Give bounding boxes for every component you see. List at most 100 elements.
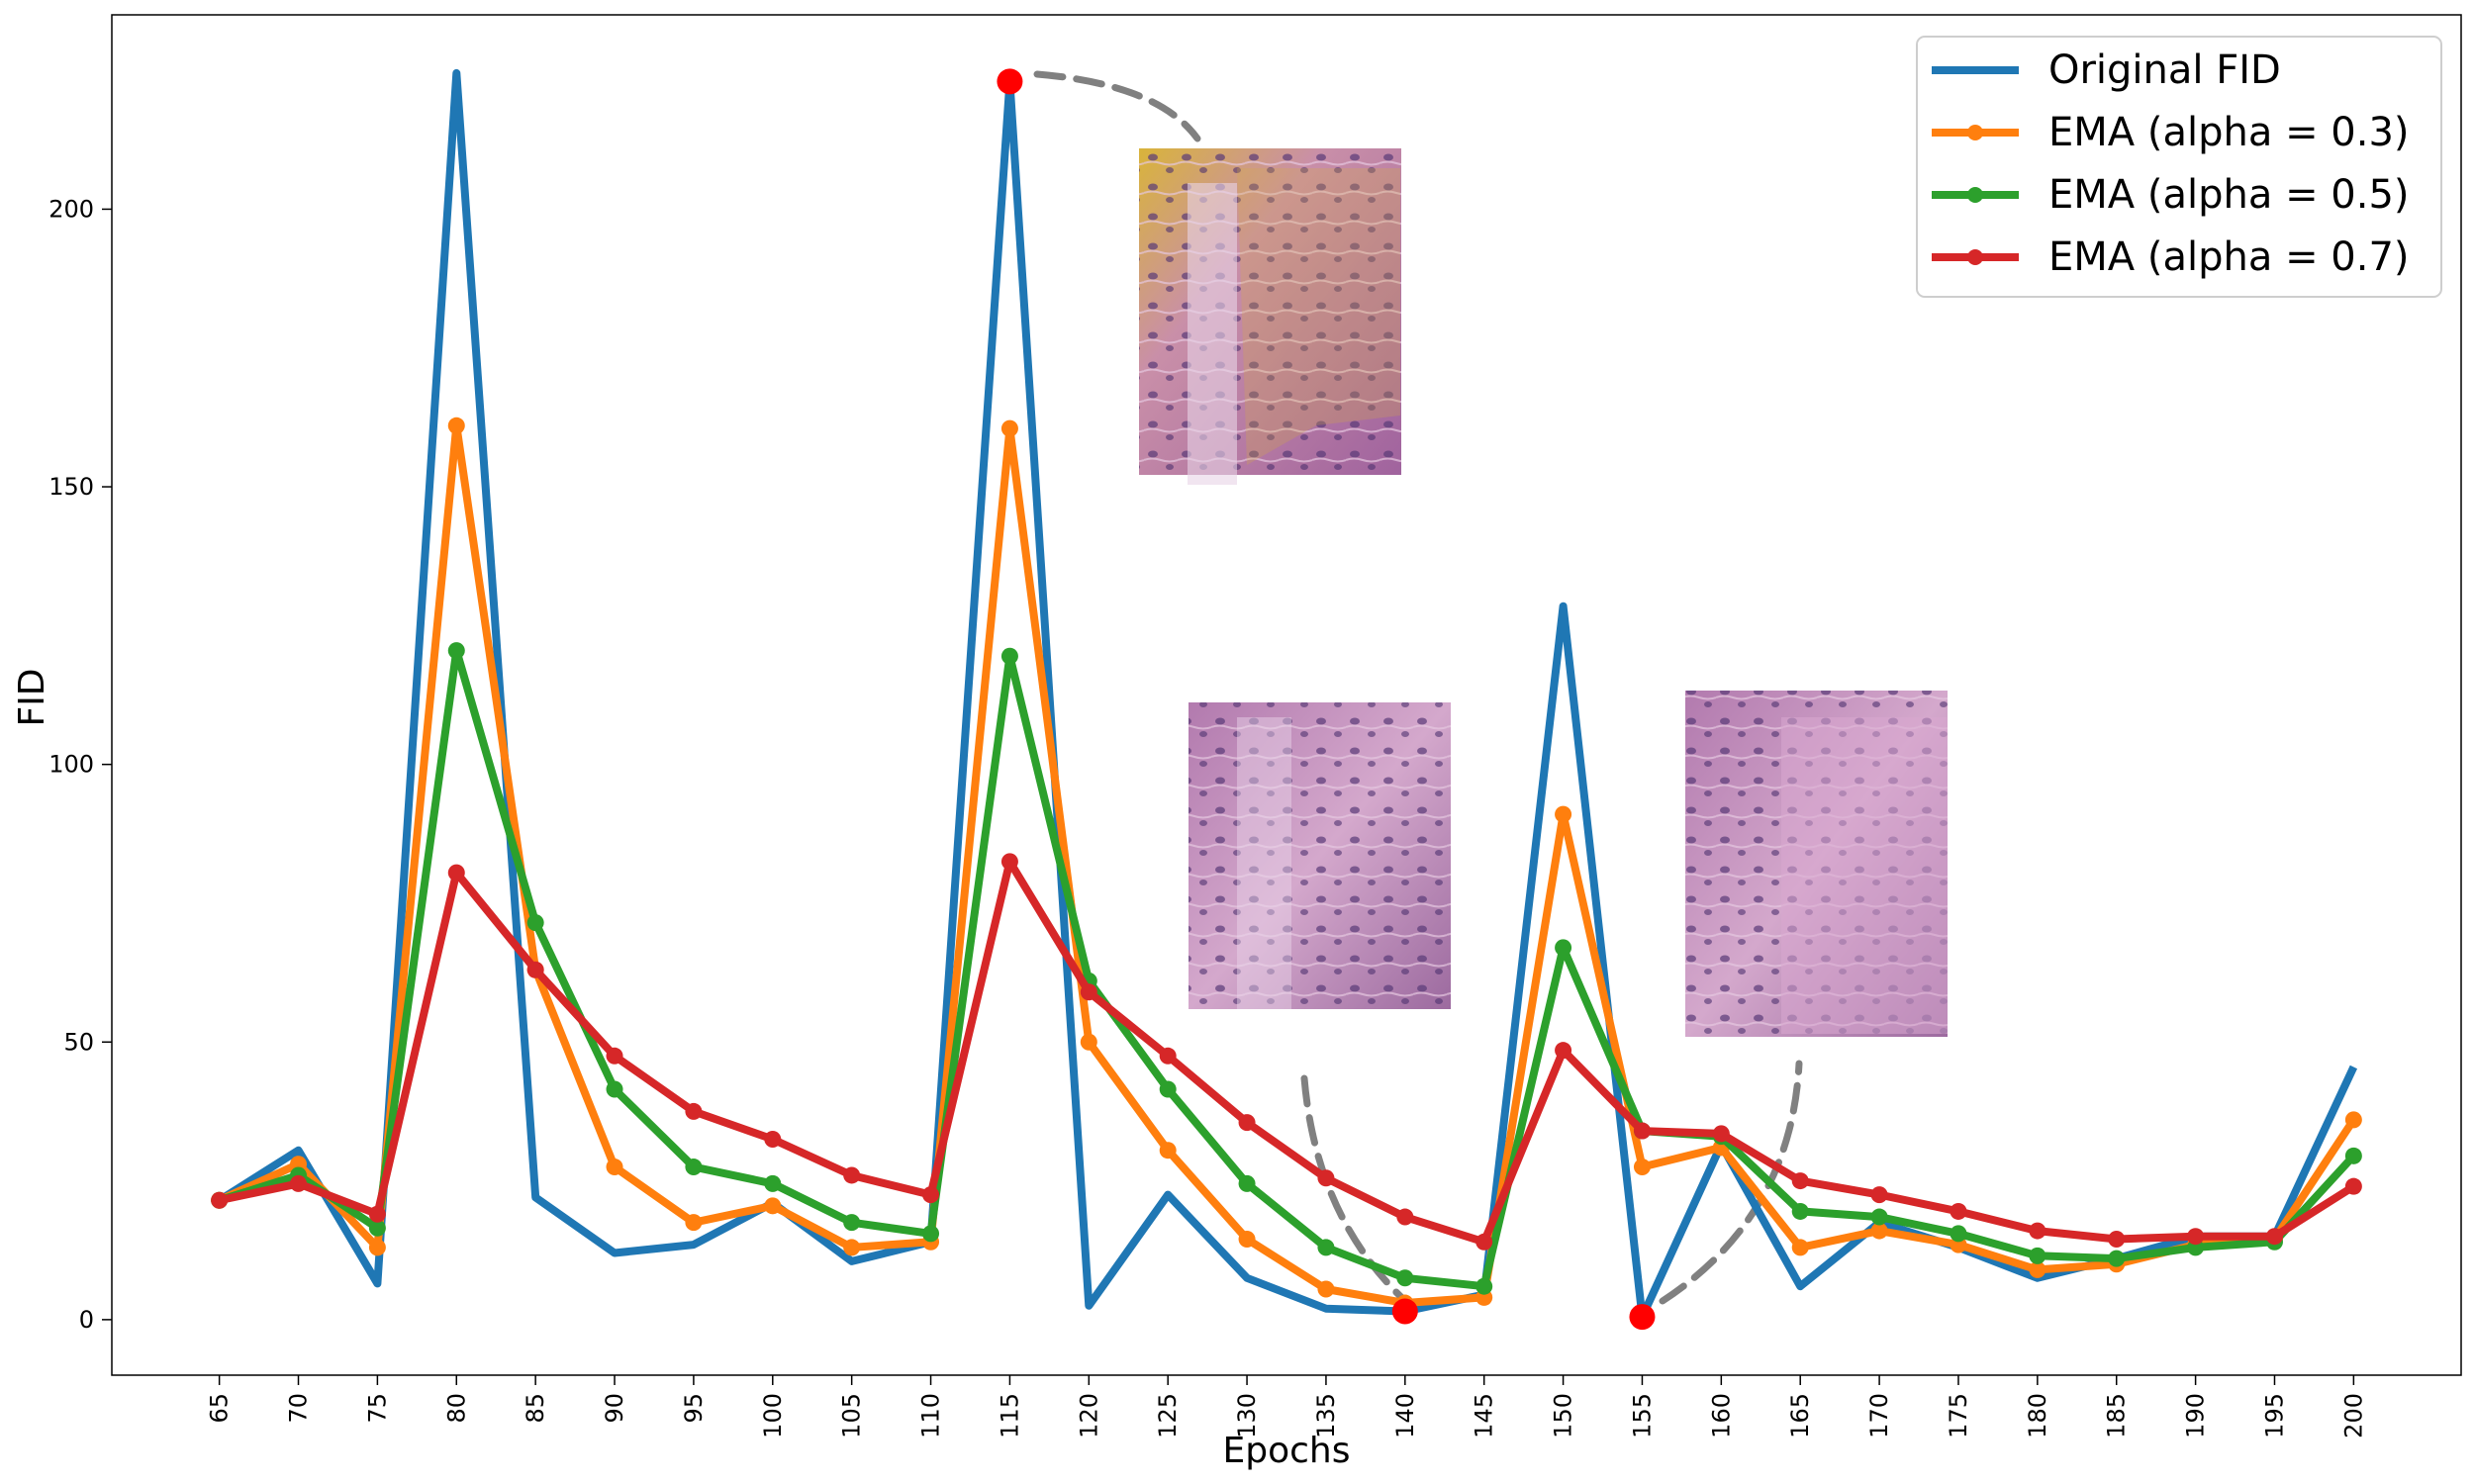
series-point-3 bbox=[1712, 1125, 1730, 1143]
series-point-2 bbox=[1317, 1239, 1335, 1256]
x-tick-label: 195 bbox=[2260, 1393, 2288, 1438]
y-tick-label: 0 bbox=[79, 1306, 94, 1334]
x-tick-label: 155 bbox=[1628, 1393, 1656, 1438]
series-line-0 bbox=[217, 68, 2358, 1322]
series-point-2 bbox=[1238, 1174, 1256, 1192]
series-line-3 bbox=[218, 857, 2356, 1247]
x-tick-label: 70 bbox=[285, 1393, 313, 1424]
series-point-2 bbox=[685, 1159, 703, 1176]
y-tick-label: 150 bbox=[48, 473, 94, 501]
series-point-3 bbox=[1555, 1042, 1572, 1060]
series-point-1 bbox=[447, 417, 465, 434]
y-axis: 0 50 100 150 200 bbox=[48, 195, 112, 1334]
highlight-point bbox=[1391, 1298, 1418, 1325]
x-tick-label: 190 bbox=[2182, 1393, 2210, 1438]
x-tick-label: 175 bbox=[1945, 1393, 1972, 1438]
series-point-2 bbox=[1555, 939, 1572, 957]
series-point-2 bbox=[2029, 1247, 2046, 1264]
series-point-3 bbox=[447, 864, 465, 881]
series-line-2 bbox=[218, 646, 2357, 1291]
series-point-1 bbox=[1317, 1280, 1335, 1298]
series-point-3 bbox=[2344, 1177, 2362, 1195]
connector-epoch-140 bbox=[1300, 1074, 1409, 1305]
connector-epoch-115 bbox=[1033, 70, 1201, 142]
series-point-3 bbox=[1080, 983, 1097, 1001]
highlight-point bbox=[997, 68, 1023, 95]
series-point-3 bbox=[1000, 853, 1018, 871]
series-point-3 bbox=[685, 1102, 703, 1120]
x-tick-label: 105 bbox=[838, 1393, 866, 1438]
series-point-1 bbox=[1159, 1142, 1177, 1159]
series-point-1 bbox=[1870, 1222, 1888, 1240]
x-tick-label: 180 bbox=[2024, 1393, 2051, 1438]
legend-label-ema-05: EMA (alpha = 0.5) bbox=[2048, 172, 2410, 218]
legend-box bbox=[1916, 36, 2442, 298]
sample-image-epoch-115 bbox=[1139, 148, 1401, 485]
series-point-2 bbox=[1870, 1208, 1888, 1226]
highlight-layer bbox=[997, 68, 1656, 1331]
legend-marker-ema-07 bbox=[1967, 249, 1983, 265]
series-point-2 bbox=[764, 1174, 782, 1192]
series-point-3 bbox=[1475, 1233, 1493, 1251]
x-tick-label: 145 bbox=[1471, 1393, 1498, 1438]
x-tick-label: 115 bbox=[996, 1393, 1023, 1438]
legend-label-original: Original FID bbox=[2048, 47, 2281, 93]
series-point-1 bbox=[2344, 1111, 2362, 1129]
series-point-2 bbox=[1950, 1225, 1967, 1243]
sample-image-epoch-155 bbox=[1685, 691, 1948, 1037]
y-axis-label: FID bbox=[12, 668, 52, 726]
series-point-2 bbox=[922, 1225, 940, 1243]
highlight-point bbox=[1629, 1304, 1656, 1331]
series-point-3 bbox=[2265, 1228, 2283, 1246]
series-point-2 bbox=[526, 914, 544, 932]
series-point-3 bbox=[764, 1130, 782, 1148]
series-point-2 bbox=[1159, 1080, 1177, 1098]
x-tick-label: 165 bbox=[1786, 1393, 1814, 1438]
series-point-2 bbox=[2108, 1250, 2126, 1267]
series-point-1 bbox=[1555, 805, 1572, 823]
series-3 bbox=[211, 853, 2362, 1251]
series-point-3 bbox=[2187, 1228, 2205, 1246]
series-point-3 bbox=[606, 1047, 623, 1065]
series-point-1 bbox=[685, 1214, 703, 1232]
legend-label-ema-07: EMA (alpha = 0.7) bbox=[2048, 234, 2410, 280]
x-tick-label: 100 bbox=[759, 1393, 787, 1438]
series-point-2 bbox=[1791, 1202, 1809, 1220]
series-point-3 bbox=[2029, 1222, 2046, 1240]
x-tick-label: 120 bbox=[1075, 1393, 1102, 1438]
x-tick-label: 85 bbox=[522, 1393, 549, 1424]
series-point-3 bbox=[526, 961, 544, 978]
series-point-3 bbox=[1870, 1186, 1888, 1204]
x-tick-label: 185 bbox=[2103, 1393, 2131, 1438]
series-point-3 bbox=[843, 1166, 861, 1184]
x-axis-label: Epochs bbox=[1223, 1431, 1351, 1471]
series-point-1 bbox=[2029, 1260, 2046, 1278]
series-point-2 bbox=[1000, 647, 1018, 665]
series-point-2 bbox=[1475, 1277, 1493, 1295]
series-point-1 bbox=[1791, 1239, 1809, 1256]
series-point-3 bbox=[1159, 1047, 1177, 1065]
series-layer bbox=[211, 68, 2362, 1322]
x-tick-label: 130 bbox=[1233, 1393, 1261, 1438]
series-point-3 bbox=[290, 1174, 308, 1192]
x-tick-label: 170 bbox=[1865, 1393, 1893, 1438]
x-tick-label: 95 bbox=[680, 1393, 708, 1424]
legend-label-ema-03: EMA (alpha = 0.3) bbox=[2048, 110, 2410, 155]
series-point-1 bbox=[1000, 419, 1018, 437]
x-tick-label: 90 bbox=[601, 1393, 628, 1424]
series-point-3 bbox=[1950, 1202, 1967, 1220]
x-tick-label: 75 bbox=[363, 1393, 391, 1424]
series-point-3 bbox=[2108, 1231, 2126, 1248]
series-point-3 bbox=[1791, 1172, 1809, 1190]
series-point-3 bbox=[211, 1191, 229, 1209]
series-point-3 bbox=[922, 1186, 940, 1204]
x-tick-label: 160 bbox=[1707, 1393, 1735, 1438]
sample-image-epoch-140 bbox=[1189, 702, 1451, 1009]
series-point-3 bbox=[368, 1205, 386, 1223]
x-tick-label: 110 bbox=[917, 1393, 945, 1438]
series-point-3 bbox=[1238, 1114, 1256, 1132]
series-point-2 bbox=[2344, 1147, 2362, 1164]
series-point-3 bbox=[1396, 1208, 1414, 1226]
series-point-1 bbox=[1633, 1159, 1651, 1176]
